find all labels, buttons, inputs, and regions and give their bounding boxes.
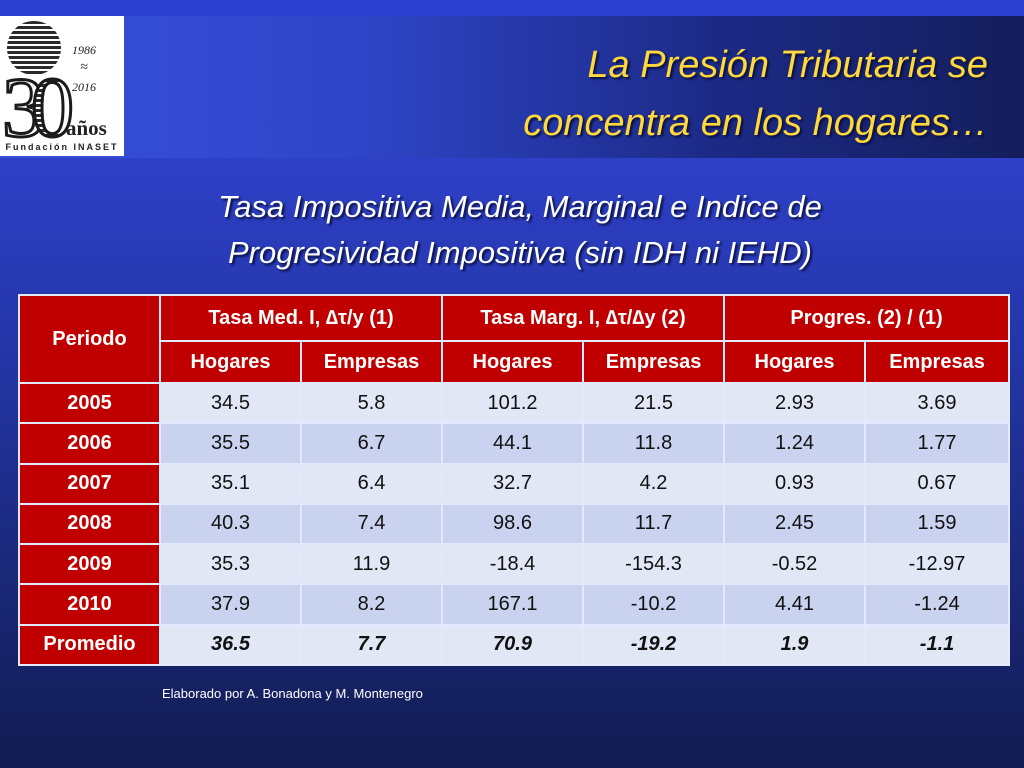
logo-striped-disc	[7, 21, 61, 75]
logo-thirty: 30	[1, 59, 76, 155]
table-row: 2007 35.1 6.4 32.7 4.2 0.93 0.67	[18, 462, 1011, 505]
subheader-hogares: Hogares	[441, 340, 585, 384]
average-value-cell: 1.9	[723, 623, 867, 667]
period-cell: 2009	[18, 543, 161, 586]
average-row: Promedio 36.5 7.7 70.9 -19.2 1.9 -1.1	[18, 623, 1011, 667]
value-cell: 6.4	[299, 462, 444, 505]
value-cell: 101.2	[441, 381, 585, 425]
slide-title-line1: La Presión Tributaria se	[587, 44, 988, 86]
average-value-cell: 36.5	[159, 623, 302, 667]
period-cell: 2005	[18, 381, 161, 425]
header-row-subheaders: Hogares Empresas Hogares Empresas Hogare…	[19, 340, 1011, 384]
value-cell: 2.93	[723, 381, 867, 425]
value-cell: 21.5	[582, 381, 726, 425]
value-cell: -154.3	[582, 543, 726, 586]
table-row: 2006 35.5 6.7 44.1 11.8 1.24 1.77	[18, 422, 1011, 465]
subheader-empresas: Empresas	[582, 340, 726, 384]
logo-year-end: 2016	[72, 80, 96, 94]
value-cell: 4.41	[723, 583, 867, 626]
value-cell: 34.5	[159, 381, 302, 425]
average-value-cell: -1.1	[864, 623, 1011, 667]
subheader-hogares: Hogares	[159, 340, 302, 384]
value-cell: 8.2	[299, 583, 444, 626]
subheader-empresas: Empresas	[299, 340, 444, 384]
period-cell: 2008	[18, 502, 161, 546]
group-header-media: Tasa Med. I, ∆τ/y (1)	[158, 294, 444, 342]
average-value-cell: -19.2	[582, 623, 726, 667]
slide-title-line2: concentra en los hogares…	[523, 102, 988, 144]
value-cell: -0.52	[723, 543, 867, 586]
value-cell: 35.3	[159, 543, 302, 586]
value-cell: 1.24	[723, 422, 867, 465]
value-cell: 98.6	[441, 502, 585, 546]
period-cell: 2006	[18, 422, 161, 465]
tax-rate-table: Periodo Tasa Med. I, ∆τ/y (1) Tasa Marg.…	[18, 294, 1011, 667]
value-cell: 0.93	[723, 462, 867, 505]
value-cell: -18.4	[441, 543, 585, 586]
value-cell: 1.59	[864, 502, 1011, 546]
value-cell: 5.8	[299, 381, 444, 425]
value-cell: 37.9	[159, 583, 302, 626]
table-caption-line2: Progresividad Impositiva (sin IDH ni IEH…	[227, 235, 812, 270]
value-cell: 11.7	[582, 502, 726, 546]
value-cell: 40.3	[159, 502, 302, 546]
value-cell: 35.5	[159, 422, 302, 465]
group-header-marginal: Tasa Marg. I, ∆τ/∆y (2)	[441, 294, 726, 342]
period-cell: Promedio	[18, 623, 161, 667]
group-header-progresividad: Progres. (2) / (1)	[723, 294, 1011, 342]
table-row: 2010 37.9 8.2 167.1 -10.2 4.41 -1.24	[18, 583, 1011, 626]
average-value-cell: 7.7	[299, 623, 444, 667]
source-credit: Elaborado por A. Bonadona y M. Montenegr…	[162, 686, 423, 701]
value-cell: 0.67	[864, 462, 1011, 505]
value-cell: -10.2	[582, 583, 726, 626]
value-cell: 44.1	[441, 422, 585, 465]
subheader-hogares: Hogares	[723, 340, 867, 384]
value-cell: -1.24	[864, 583, 1011, 626]
table-row: 2009 35.3 11.9 -18.4 -154.3 -0.52 -12.97	[18, 543, 1011, 586]
value-cell: 4.2	[582, 462, 726, 505]
value-cell: 32.7	[441, 462, 585, 505]
average-value-cell: 70.9	[441, 623, 585, 667]
value-cell: 167.1	[441, 583, 585, 626]
logo-anos: años	[66, 116, 107, 140]
value-cell: 11.9	[299, 543, 444, 586]
table-caption-line1: Tasa Impositiva Media, Marginal e Indice…	[218, 189, 822, 224]
value-cell: 2.45	[723, 502, 867, 546]
header-band	[0, 16, 1024, 158]
slide-title: La Presión Tributaria se concentra en lo…	[348, 36, 988, 152]
value-cell: 11.8	[582, 422, 726, 465]
period-cell: 2007	[18, 462, 161, 505]
value-cell: 1.77	[864, 422, 1011, 465]
period-cell: 2010	[18, 583, 161, 626]
table-caption: Tasa Impositiva Media, Marginal e Indice…	[100, 184, 940, 276]
value-cell: 6.7	[299, 422, 444, 465]
subheader-empresas: Empresas	[864, 340, 1011, 384]
table-row: 2005 34.5 5.8 101.2 21.5 2.93 3.69	[18, 381, 1011, 425]
foundation-logo: 30 1986 ≈ 2016 años Fundación INASET	[0, 16, 124, 156]
period-header: Periodo	[18, 294, 161, 384]
value-cell: 7.4	[299, 502, 444, 546]
table-row: 2008 40.3 7.4 98.6 11.7 2.45 1.59	[18, 502, 1011, 546]
logo-approx: ≈	[80, 60, 88, 75]
value-cell: 3.69	[864, 381, 1011, 425]
logo-foundation-name: Fundación INASET	[5, 142, 119, 152]
header-row-groups: Periodo Tasa Med. I, ∆τ/y (1) Tasa Marg.…	[18, 294, 1011, 384]
logo-year-start: 1986	[72, 43, 96, 57]
value-cell: -12.97	[864, 543, 1011, 586]
value-cell: 35.1	[159, 462, 302, 505]
